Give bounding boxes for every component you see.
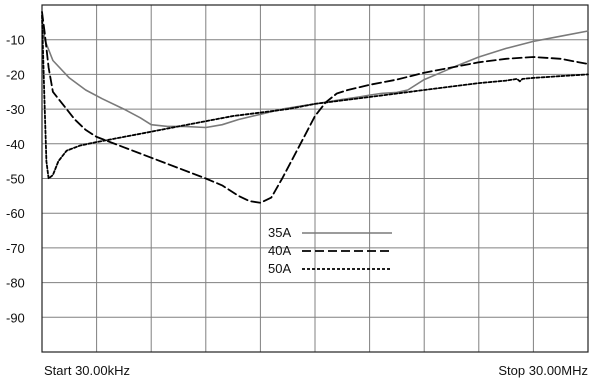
y-tick-label: -40	[6, 137, 25, 152]
y-tick-label: -90	[6, 310, 25, 325]
y-tick-label: -60	[6, 206, 25, 221]
y-tick-labels: -10 -20 -30 -40 -50 -60 -70 -80 -90	[6, 33, 25, 326]
chart-grid	[42, 5, 588, 352]
series-group	[41, 11, 589, 204]
y-tick-label: -30	[6, 102, 25, 117]
legend-label: 50A	[268, 261, 291, 276]
x-stop-label: Stop 30.00MHz	[498, 363, 588, 378]
series-line-40a	[41, 11, 589, 204]
y-tick-label: -70	[6, 241, 25, 256]
legend-label: 35A	[268, 225, 291, 240]
series-line-50a	[41, 14, 589, 180]
y-tick-label: -20	[6, 67, 25, 82]
y-tick-label: -80	[6, 276, 25, 291]
y-tick-label: -10	[6, 33, 25, 48]
legend: 35A 40A 50A	[268, 225, 392, 276]
plot-frame	[41, 4, 589, 353]
y-tick-label: -50	[6, 172, 25, 187]
legend-label: 40A	[268, 243, 291, 258]
x-start-label: Start 30.00kHz	[44, 363, 130, 378]
